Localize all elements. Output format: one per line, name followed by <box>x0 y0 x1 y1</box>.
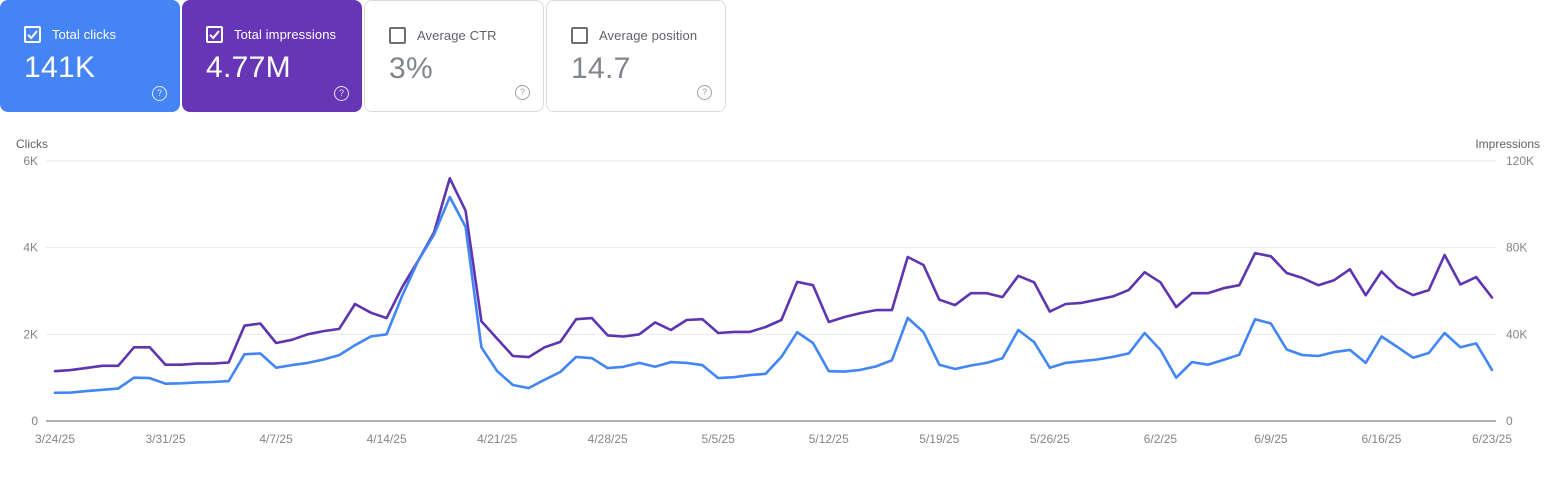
checkmark-icon <box>27 30 38 40</box>
x-tick-label: 6/16/25 <box>1361 432 1401 446</box>
x-tick-label: 3/24/25 <box>35 432 75 446</box>
x-tick-label: 5/5/25 <box>702 432 736 446</box>
average-ctr-checkbox[interactable] <box>389 27 406 44</box>
total-impressions-card[interactable]: Total impressions 4.77M ? <box>182 0 362 112</box>
card-label: Average position <box>599 28 698 43</box>
average-position-card[interactable]: Average position 14.7 ? <box>546 0 726 112</box>
x-tick-label: 4/7/25 <box>259 432 293 446</box>
card-header: Average position <box>571 27 725 44</box>
x-tick-label: 5/12/25 <box>809 432 849 446</box>
total-impressions-value: 4.77M <box>206 51 291 84</box>
total-clicks-card[interactable]: Total clicks 141K ? <box>0 0 180 112</box>
help-icon[interactable]: ? <box>697 85 712 100</box>
y-right-tick-label: 120K <box>1506 154 1534 168</box>
y-left-tick-label: 0 <box>31 414 38 428</box>
card-header: Total clicks <box>24 26 180 43</box>
line-chart-canvas: 0 0 2K 40K 4K 80K 6K 120K 3/24/25 3/31/25 4/7/25 4/… <box>23 154 1534 446</box>
performance-chart: Clicks Impressions 0 0 2K 40K 4K 80K 6K 120K 3/2… <box>0 130 1556 477</box>
metrics-cards-row: Total clicks 141K ? Total impressions 4.… <box>0 0 1556 112</box>
total-impressions-checkbox[interactable] <box>206 26 223 43</box>
card-header: Total impressions <box>206 26 362 43</box>
card-label: Average CTR <box>417 28 497 43</box>
average-ctr-value: 3% <box>389 52 433 85</box>
x-tick-label: 6/23/25 <box>1472 432 1512 446</box>
right-axis-title: Impressions <box>1475 137 1540 151</box>
average-position-checkbox[interactable] <box>571 27 588 44</box>
total-clicks-value: 141K <box>24 51 96 84</box>
total-clicks-line <box>53 195 1494 395</box>
card-label: Total impressions <box>234 27 337 42</box>
y-right-tick-label: 80K <box>1506 241 1527 255</box>
x-tick-label: 6/9/25 <box>1254 432 1288 446</box>
y-left-tick-label: 2K <box>23 327 38 341</box>
x-tick-label: 4/21/25 <box>477 432 517 446</box>
average-position-value: 14.7 <box>571 52 631 85</box>
help-icon[interactable]: ? <box>515 85 530 100</box>
average-ctr-card[interactable]: Average CTR 3% ? <box>364 0 544 112</box>
x-tick-label: 4/28/25 <box>588 432 628 446</box>
y-left-tick-label: 4K <box>23 241 38 255</box>
checkmark-icon <box>209 30 220 40</box>
x-tick-label: 6/2/25 <box>1144 432 1178 446</box>
y-left-tick-label: 6K <box>23 154 38 168</box>
x-tick-label: 5/19/25 <box>919 432 959 446</box>
y-right-tick-label: 40K <box>1506 327 1527 341</box>
total-clicks-checkbox[interactable] <box>24 26 41 43</box>
y-right-tick-label: 0 <box>1506 414 1513 428</box>
left-axis-title: Clicks <box>16 137 48 151</box>
x-tick-label: 3/31/25 <box>146 432 186 446</box>
x-tick-label: 5/26/25 <box>1030 432 1070 446</box>
total-impressions-line <box>53 176 1494 373</box>
help-icon[interactable]: ? <box>334 86 349 101</box>
card-header: Average CTR <box>389 27 543 44</box>
card-label: Total clicks <box>52 27 117 42</box>
x-tick-label: 4/14/25 <box>367 432 407 446</box>
help-icon[interactable]: ? <box>152 86 167 101</box>
